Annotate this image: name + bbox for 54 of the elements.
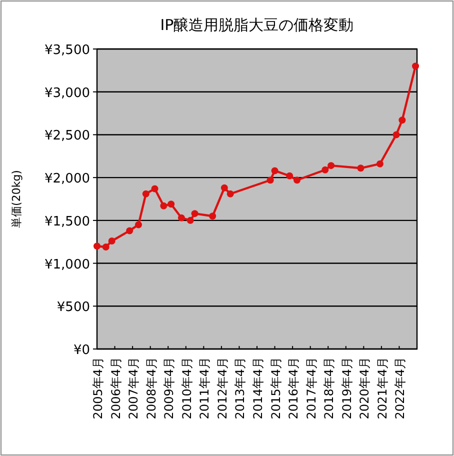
point: [178, 214, 185, 222]
point: [357, 164, 364, 172]
y-tick-label: ¥3,000: [44, 86, 90, 101]
point: [266, 176, 274, 184]
x-tick-label: 2021年4月: [375, 357, 390, 420]
point: [376, 160, 384, 168]
x-tick-label: 2013年4月: [233, 357, 248, 420]
y-tick-label: ¥0: [73, 343, 90, 358]
point: [286, 172, 294, 180]
point: [134, 221, 142, 228]
point: [108, 238, 116, 244]
point: [412, 62, 420, 70]
y-tick-label: ¥500: [56, 300, 90, 316]
y-tick-label: ¥2,500: [44, 128, 90, 144]
y-axis-title: 単価(20kg): [10, 170, 23, 228]
x-tick-label: 2019年4月: [340, 357, 354, 420]
x-tick-label: 2009年4月: [162, 357, 176, 420]
point: [168, 200, 175, 208]
x-tick-label: 2012年4月: [215, 357, 230, 420]
point: [271, 167, 278, 174]
point: [126, 227, 134, 234]
x-tick-label: 2022年4月: [393, 357, 408, 420]
x-tick-label: 2016年4月: [286, 357, 301, 420]
point: [328, 162, 335, 170]
x-tick-label: 2014年4月: [251, 357, 265, 420]
point: [392, 131, 400, 138]
x-tick-label: 2020年4月: [358, 357, 372, 420]
x-tick-label: 2007年4月: [126, 357, 141, 420]
x-tick-label: 2015年4月: [268, 357, 283, 420]
point: [226, 190, 234, 198]
chart-title: IP醸造用脱脂大豆の価格変動: [160, 16, 354, 34]
x-tick-label: 2006年4月: [108, 357, 123, 420]
x-tick-label: 2018年4月: [322, 357, 336, 420]
point: [220, 184, 228, 192]
y-tick-label: ¥3,500: [44, 43, 90, 58]
point: [142, 190, 150, 198]
point: [160, 202, 168, 210]
point: [209, 212, 216, 220]
point: [191, 210, 198, 218]
point: [151, 185, 158, 192]
point: [94, 242, 100, 250]
x-tick-label: 2008年4月: [144, 357, 158, 420]
point: [186, 216, 194, 224]
point: [398, 116, 406, 124]
x-tick-label: 2010年4月: [180, 357, 194, 420]
y-tick-label: ¥1,500: [44, 214, 90, 230]
x-tick-label: 2017年4月: [304, 357, 318, 420]
y-tick-label: ¥2,000: [44, 172, 90, 187]
x-tick-label: 2005年4月: [91, 357, 105, 420]
point: [102, 244, 110, 250]
x-tick-label: 2011年4月: [198, 357, 212, 420]
y-tick-label: ¥1,000: [44, 257, 90, 272]
point: [294, 176, 300, 184]
point: [322, 166, 329, 174]
